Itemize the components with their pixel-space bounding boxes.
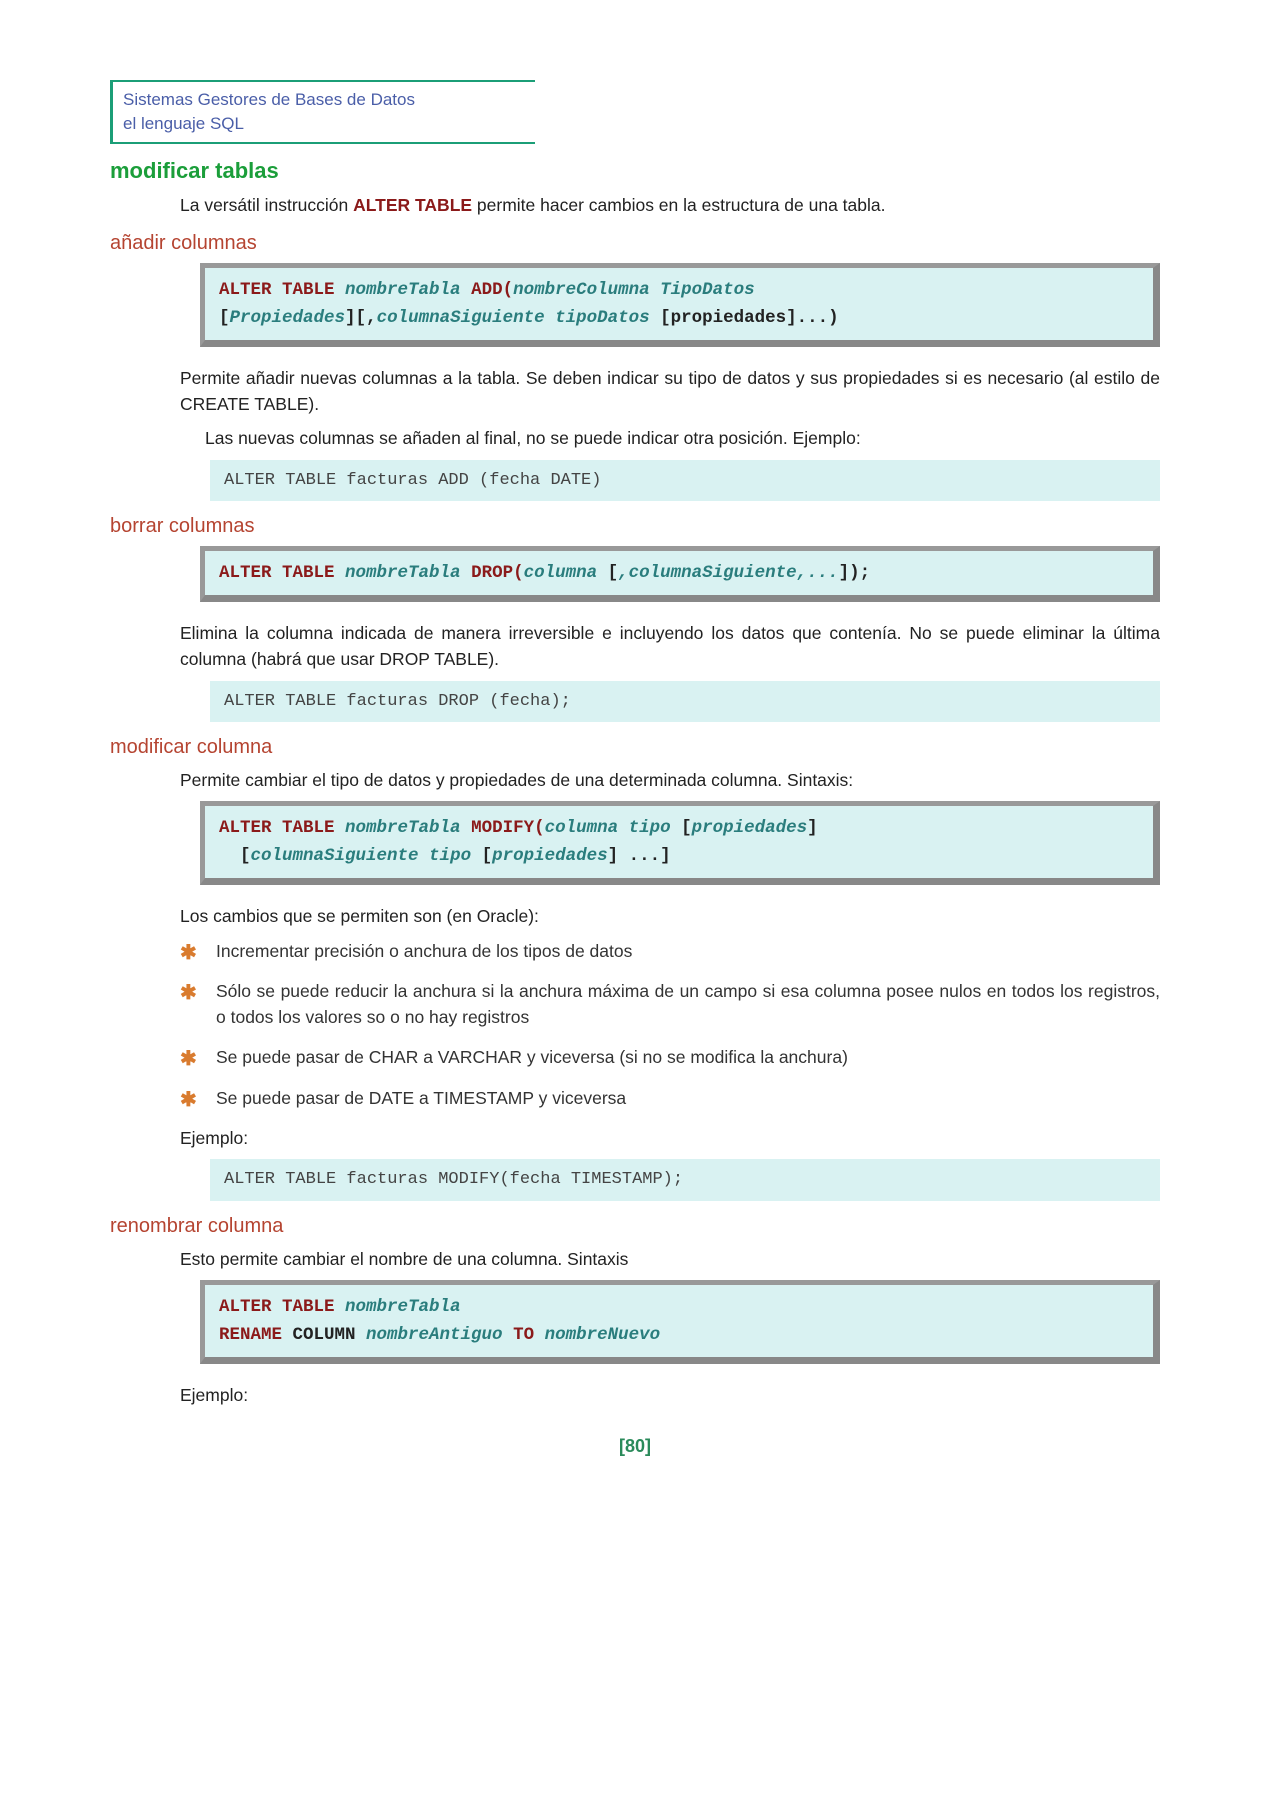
heading-modificar-col: modificar columna <box>110 736 1160 759</box>
kw: ALTER TABLE <box>219 818 345 838</box>
ph: propiedades <box>692 818 808 838</box>
syntax-renombrar: ALTER TABLE nombreTabla RENAME COLUMN no… <box>200 1280 1160 1364</box>
bullet-item: Se puede pasar de DATE a TIMESTAMP y vic… <box>180 1085 1160 1111</box>
bk: [ <box>240 846 251 866</box>
ph: columnaSiguiente tipoDatos <box>377 308 650 328</box>
borrar-example: ALTER TABLE facturas DROP (fecha); <box>210 681 1160 723</box>
ph: Propiedades <box>230 308 346 328</box>
page-number: [80] <box>110 1436 1160 1457</box>
renombrar-para1: Ejemplo: <box>180 1382 1160 1408</box>
bk: [ <box>471 846 492 866</box>
bk: [ <box>608 563 619 583</box>
bullet-item: Incrementar precisión o anchura de los t… <box>180 938 1160 964</box>
ph: ,columnaSiguiente,... <box>618 563 839 583</box>
ph: columnaSiguiente tipo <box>251 846 472 866</box>
document-page: Sistemas Gestores de Bases de Datos el l… <box>0 0 1280 1809</box>
heading-anadir: añadir columnas <box>110 232 1160 255</box>
syntax-borrar-line1: ALTER TABLE nombreTabla DROP(columna [,c… <box>219 559 1139 587</box>
bk: ]); <box>839 563 871 583</box>
syntax-renombrar-line2: RENAME COLUMN nombreAntiguo TO nombreNue… <box>219 1321 1139 1349</box>
header-line-1: Sistemas Gestores de Bases de Datos <box>123 88 523 112</box>
modificar-para1: Los cambios que se permiten son (en Orac… <box>180 903 1160 929</box>
bullet-item: Sólo se puede reducir la anchura si la a… <box>180 978 1160 1031</box>
syntax-modificar-line1: ALTER TABLE nombreTabla MODIFY(columna t… <box>219 814 1139 842</box>
heading-modificar-tablas: modificar tablas <box>110 158 1160 184</box>
syntax-anadir: ALTER TABLE nombreTabla ADD(nombreColumn… <box>200 263 1160 347</box>
ph: columna <box>524 563 608 583</box>
ph: nombreTabla <box>345 563 461 583</box>
ph: nombreAntiguo <box>366 1325 503 1345</box>
modificar-para0: Permite cambiar el tipo de datos y propi… <box>180 767 1160 793</box>
borrar-para1: Elimina la columna indicada de manera ir… <box>180 620 1160 673</box>
kw2: COLUMN <box>282 1325 366 1345</box>
kw: ADD( <box>461 280 514 300</box>
syntax-modificar: ALTER TABLE nombreTabla MODIFY(columna t… <box>200 801 1160 885</box>
syntax-anadir-line2: [Propiedades][,columnaSiguiente tipoDato… <box>219 304 1139 332</box>
syntax-modificar-line2: [columnaSiguiente tipo [propiedades] ...… <box>219 842 1139 870</box>
intro-keyword: ALTER TABLE <box>353 195 472 215</box>
bullet-item: Se puede pasar de CHAR a VARCHAR y vicev… <box>180 1044 1160 1070</box>
ph: nombreTabla <box>345 280 461 300</box>
heading-borrar: borrar columnas <box>110 515 1160 538</box>
bk: [propiedades]...) <box>650 308 839 328</box>
bk: ][, <box>345 308 377 328</box>
kw: ALTER TABLE <box>219 563 345 583</box>
bk: ] ...] <box>608 846 671 866</box>
kw: MODIFY( <box>461 818 545 838</box>
renombrar-para0: Esto permite cambiar el nombre de una co… <box>180 1246 1160 1272</box>
intro-post: permite hacer cambios en la estructura d… <box>472 195 885 215</box>
syntax-borrar: ALTER TABLE nombreTabla DROP(columna [,c… <box>200 546 1160 602</box>
anadir-para1: Permite añadir nuevas columnas a la tabl… <box>180 365 1160 418</box>
bk: [ <box>671 818 692 838</box>
bk: ] <box>807 818 818 838</box>
modificar-example: ALTER TABLE facturas MODIFY(fecha TIMEST… <box>210 1159 1160 1201</box>
document-header: Sistemas Gestores de Bases de Datos el l… <box>110 80 535 144</box>
header-line-2: el lenguaje SQL <box>123 112 523 136</box>
ph: columna tipo <box>545 818 671 838</box>
ph: nombreColumna TipoDatos <box>513 280 755 300</box>
ph: nombreTabla <box>345 1297 461 1317</box>
ph: nombreTabla <box>345 818 461 838</box>
modificar-bullets: Incrementar precisión o anchura de los t… <box>180 938 1160 1111</box>
modificar-para2: Ejemplo: <box>180 1125 1160 1151</box>
syntax-anadir-line1: ALTER TABLE nombreTabla ADD(nombreColumn… <box>219 276 1139 304</box>
kw: ALTER TABLE <box>219 1297 345 1317</box>
intro-paragraph: La versátil instrucción ALTER TABLE perm… <box>180 192 1160 218</box>
anadir-example: ALTER TABLE facturas ADD (fecha DATE) <box>210 460 1160 502</box>
bk: [ <box>219 308 230 328</box>
kw: TO <box>503 1325 545 1345</box>
kw: RENAME <box>219 1325 282 1345</box>
syntax-renombrar-line1: ALTER TABLE nombreTabla <box>219 1293 1139 1321</box>
anadir-para2: Las nuevas columnas se añaden al final, … <box>205 425 1160 451</box>
kw: DROP( <box>461 563 524 583</box>
heading-renombrar: renombrar columna <box>110 1215 1160 1238</box>
ph: nombreNuevo <box>545 1325 661 1345</box>
kw: ALTER TABLE <box>219 280 345 300</box>
pre <box>219 846 240 866</box>
ph: propiedades <box>492 846 608 866</box>
intro-pre: La versátil instrucción <box>180 195 353 215</box>
